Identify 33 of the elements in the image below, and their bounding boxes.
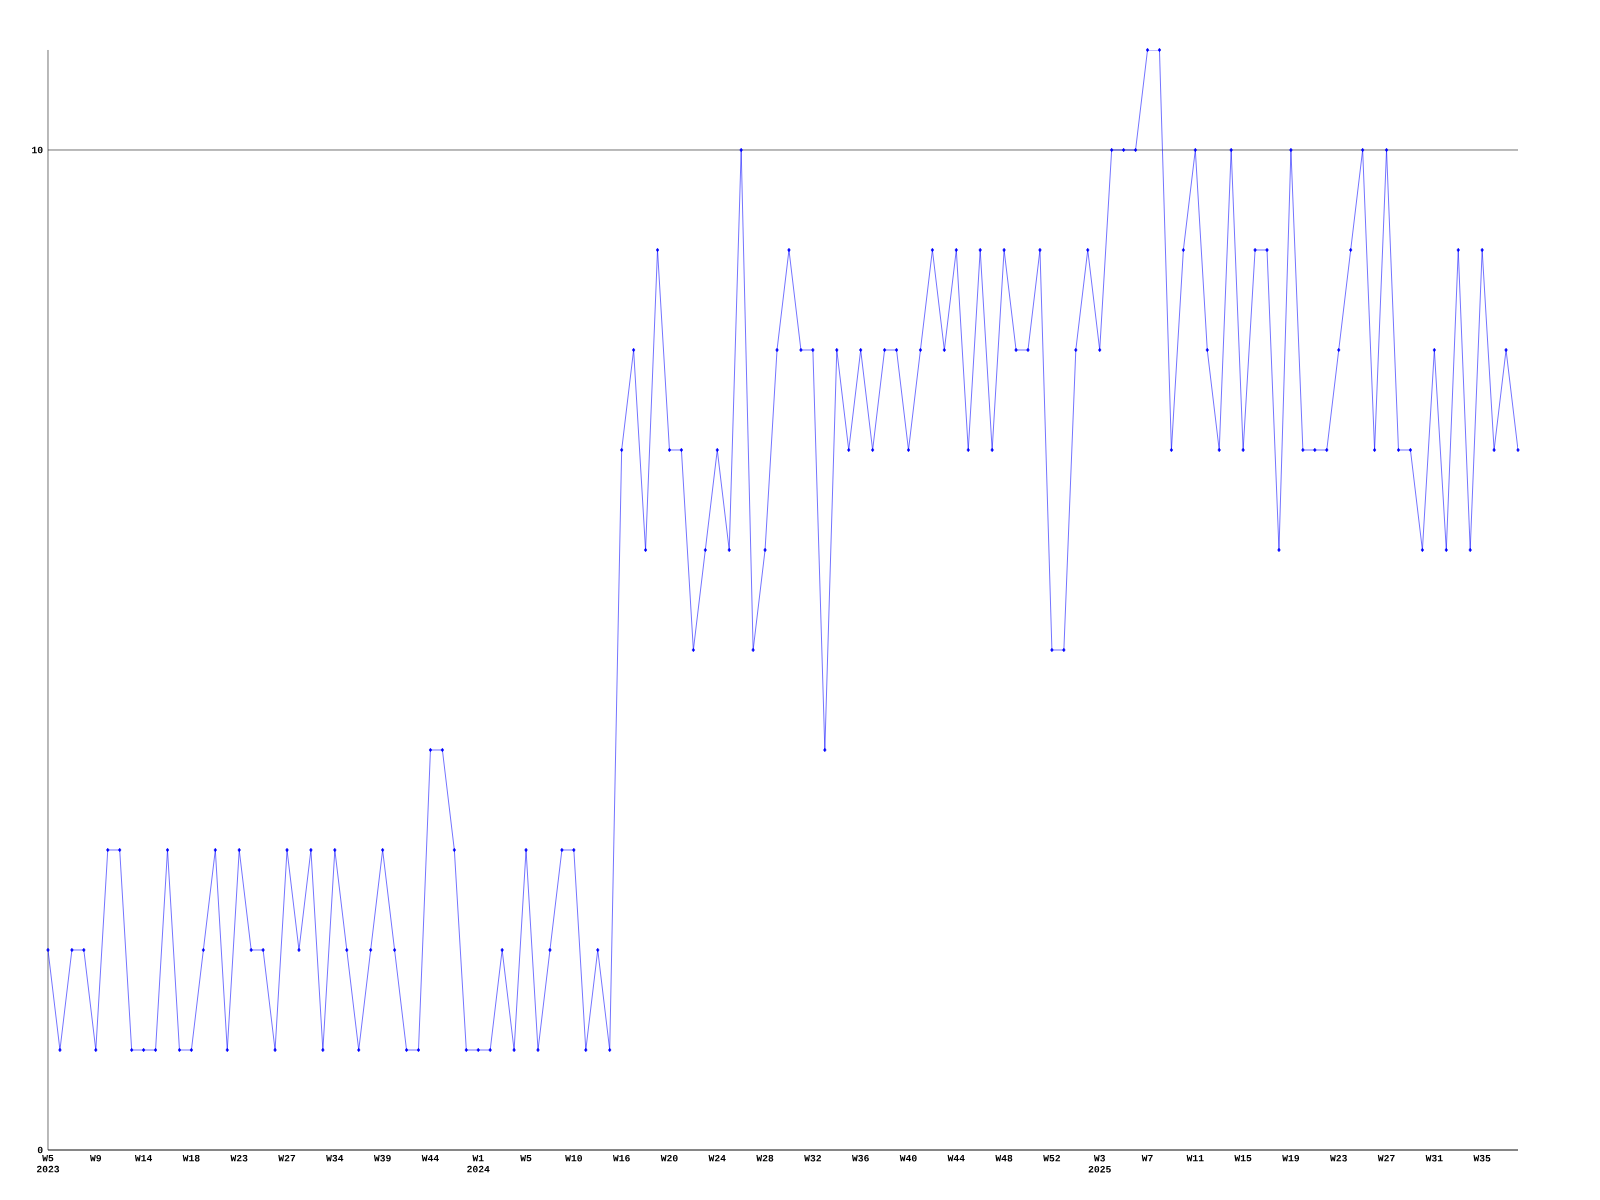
x-tick-label: W16 — [612, 1154, 630, 1162]
x-tick-label: W5 2023 — [36, 1154, 60, 1173]
x-tick-label: W35 — [1473, 1154, 1491, 1162]
x-tick-label: W20 — [660, 1154, 678, 1162]
x-tick-label: W23 — [230, 1154, 248, 1162]
x-tick-label: W18 — [182, 1154, 200, 1162]
x-tick-label: W5 — [520, 1154, 532, 1162]
x-tick-label: W9 — [89, 1154, 102, 1162]
x-tick-label: W24 — [708, 1154, 726, 1162]
x-tick-label: W31 — [1425, 1154, 1443, 1162]
x-tick-label: W14 — [134, 1154, 153, 1162]
y-tick-label: 0 — [37, 1146, 43, 1154]
y-tick-label: 10 — [32, 146, 43, 154]
x-tick-label: W36 — [851, 1154, 869, 1162]
x-tick-label: W44 — [421, 1154, 439, 1162]
x-tick-label: W15 — [1234, 1154, 1252, 1162]
x-tick-label: W44 — [947, 1154, 965, 1162]
x-tick-label: W39 — [373, 1154, 391, 1162]
x-tick-label: W11 — [1186, 1154, 1204, 1162]
x-tick-label: W23 — [1330, 1154, 1347, 1162]
x-tick-label: W10 — [565, 1154, 583, 1162]
x-tick-label: W40 — [899, 1154, 917, 1162]
x-tick-label: W52 — [1043, 1154, 1061, 1162]
x-tick-label: W3 2025 — [1088, 1154, 1111, 1173]
x-tick-label: W32 — [804, 1154, 822, 1162]
x-tick-label: W1 2024 — [467, 1154, 490, 1173]
x-tick-label: W34 — [326, 1154, 344, 1162]
x-tick-label: W28 — [756, 1154, 774, 1162]
x-tick-label: W7 — [1141, 1154, 1153, 1162]
x-tick-label: W19 — [1282, 1154, 1300, 1162]
x-tick-label: W27 — [278, 1154, 296, 1162]
x-tick-label: W48 — [995, 1154, 1013, 1162]
x-tick-label: W27 — [1377, 1154, 1395, 1162]
